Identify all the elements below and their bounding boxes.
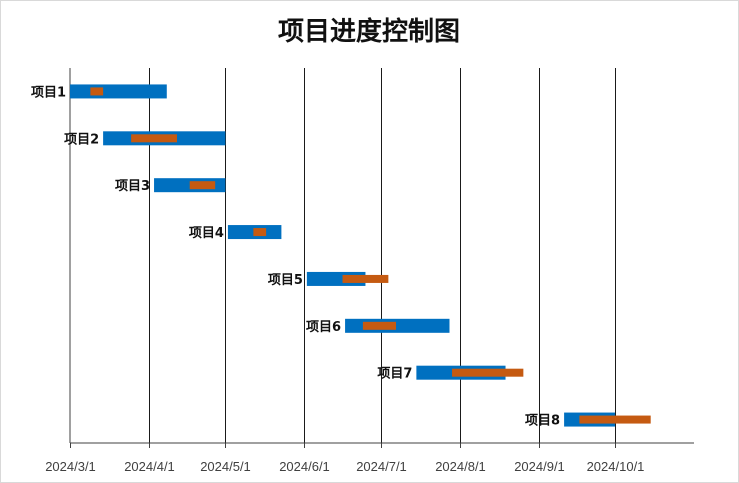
task-label: 项目7 bbox=[377, 367, 412, 382]
actual-bar bbox=[131, 134, 177, 143]
actual-bar bbox=[90, 87, 104, 96]
actual-bar bbox=[579, 415, 651, 424]
chart-title: 项目进度控制图 bbox=[278, 16, 460, 47]
actual-bar bbox=[362, 321, 397, 330]
actual-bar bbox=[189, 181, 216, 190]
task-label: 项目8 bbox=[525, 414, 560, 429]
plan-bar bbox=[70, 84, 167, 99]
task-label: 项目2 bbox=[64, 132, 99, 147]
x-tick-label: 2024/5/1 bbox=[200, 459, 251, 474]
task-label: 项目4 bbox=[189, 226, 224, 241]
x-tick-label: 2024/6/1 bbox=[279, 459, 330, 474]
actual-bar bbox=[452, 368, 524, 377]
task-label: 项目6 bbox=[306, 320, 341, 335]
task-label: 项目1 bbox=[31, 85, 66, 100]
actual-bar bbox=[342, 274, 389, 283]
task-label: 项目3 bbox=[115, 179, 150, 194]
x-tick-label: 2024/7/1 bbox=[356, 459, 407, 474]
actual-bar bbox=[253, 228, 267, 237]
x-tick-label: 2024/9/1 bbox=[514, 459, 565, 474]
x-tick-label: 2024/4/1 bbox=[124, 459, 175, 474]
task-label: 项目5 bbox=[268, 273, 303, 288]
x-tick-label: 2024/10/1 bbox=[587, 459, 645, 474]
x-tick-label: 2024/3/1 bbox=[45, 459, 96, 474]
x-tick-label: 2024/8/1 bbox=[435, 459, 486, 474]
plan-bar bbox=[345, 318, 450, 333]
